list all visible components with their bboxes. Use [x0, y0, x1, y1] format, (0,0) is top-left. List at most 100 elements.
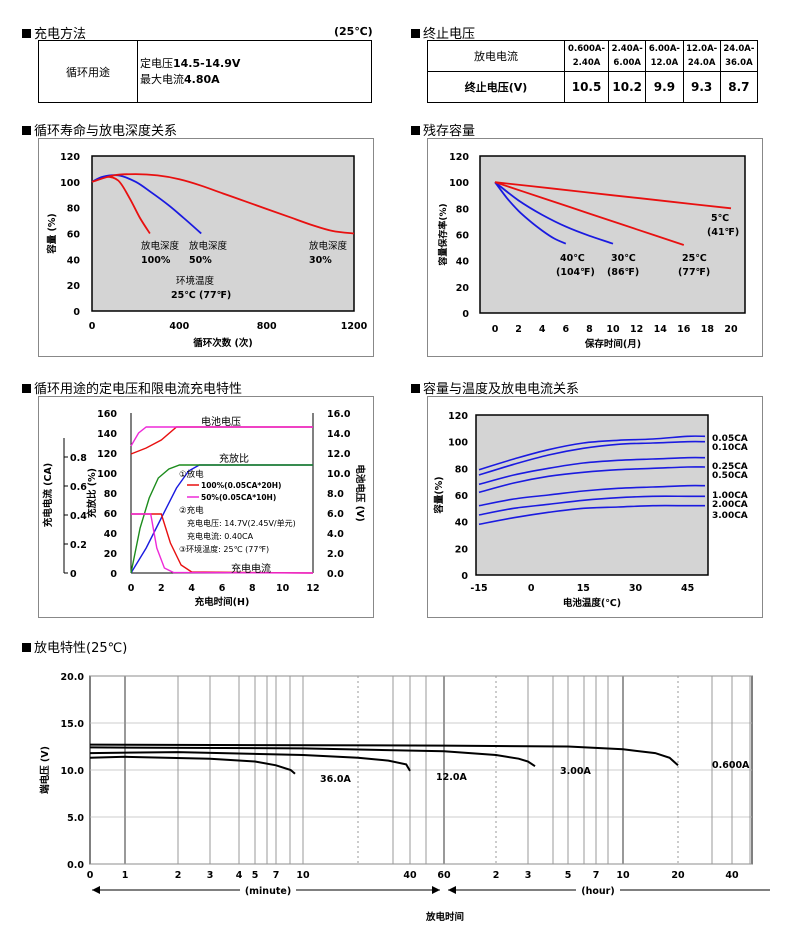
- series-line: [131, 513, 314, 574]
- ratio-curve-label: 充放比: [219, 452, 249, 465]
- arrow-left-icon: [92, 886, 100, 894]
- y-tick-label: 20: [104, 549, 118, 560]
- series-line: [89, 751, 411, 772]
- current-axis-label: 充电电流 (CA): [42, 463, 54, 527]
- x-tick-label: 0: [128, 583, 135, 594]
- unit-minute: (minute): [245, 886, 291, 897]
- x-tick-label: 30: [629, 583, 643, 594]
- y-axis-label: 充放比 (%): [86, 468, 98, 518]
- series-label: 25℃: [682, 253, 707, 264]
- charge-current-label: 最大电流: [140, 72, 184, 86]
- unit-bg: [240, 883, 296, 897]
- bullet-square-icon: [411, 126, 420, 135]
- y-tick-label: 60: [67, 230, 81, 241]
- y-tick-label: 0: [73, 307, 80, 318]
- y-tick-label: 120: [449, 152, 469, 163]
- series-line: [494, 181, 685, 246]
- x-tick-label-minute: 1: [122, 870, 129, 881]
- right-axis-label: 电池电压 (V): [354, 464, 366, 521]
- series-line: [130, 464, 313, 574]
- x-tick-label: 15: [577, 583, 590, 594]
- x-tick-label: 400: [169, 321, 189, 332]
- unit-bg: [576, 883, 620, 897]
- series-label: (104℉): [556, 267, 595, 278]
- x-tick-label: 20: [724, 324, 738, 335]
- y-tick-label: 160: [97, 409, 117, 420]
- series-label: 12.0A: [436, 772, 467, 783]
- x-tick-label-minute: 4: [236, 870, 243, 881]
- cutoff-voltage-value: 9.3: [682, 71, 721, 103]
- legend-charge: ②充电: [179, 505, 204, 516]
- cutoff-voltage-label: 终止电压(V): [427, 71, 565, 103]
- x-tick-label: 6: [562, 324, 569, 335]
- x-tick-label-minute: 10: [296, 870, 310, 881]
- cutoff-col-3: 6.00A- 12.0A: [645, 40, 684, 72]
- y-tick-label: 80: [67, 204, 81, 215]
- y-right-tick-label: 6.0: [327, 509, 344, 520]
- x-tick-label-minute: 40: [403, 870, 417, 881]
- x-tick-label: 4: [539, 324, 546, 335]
- section-cycle-life: 循环寿命与放电深度关系: [22, 120, 177, 139]
- series-label: (86℉): [607, 267, 639, 278]
- series-label: 放电深度: [141, 240, 180, 252]
- y-tick-label: 5.0: [67, 813, 84, 824]
- bullet-square-icon: [22, 29, 31, 38]
- y-tick-label: 40: [67, 255, 81, 266]
- y-tick-label: 100: [60, 178, 80, 189]
- y-tick-label: 15.0: [61, 719, 85, 730]
- y-tick-label: 0: [461, 571, 468, 582]
- y-tick-label: 0: [462, 309, 469, 320]
- charge-voltage-value: 14.5-14.9V: [173, 56, 241, 70]
- charge-spec-cell: 定电压14.5-14.9V 最大电流4.80A: [137, 40, 372, 103]
- cutoff-range-start: 12.0A-: [686, 44, 718, 54]
- y-tick-label: 100: [448, 438, 468, 449]
- bullet-square-icon: [22, 384, 31, 393]
- cutoff-table: 放电电流 0.600A- 2.40A 2.40A- 6.00A 6.00A- 12.0…: [427, 40, 759, 103]
- cycle-life-panel: 0 20 40 60 80 100 120 0 400 800 1200 循环次数 (次) 容量 (%)…: [38, 138, 374, 357]
- cutoff-current-label: 放电电流: [427, 40, 565, 72]
- capacity-temp-panel: 0 20 40 60 80 100 120 -15 0 15 30 45 电池温度(℃) 容量(%) 0.0…: [427, 396, 763, 618]
- y-axis-label: 容量保存率(%): [437, 203, 449, 266]
- x-tick-label: 0: [89, 321, 96, 332]
- x-tick-label-hour: 10: [616, 870, 630, 881]
- y-tick-label: 100: [97, 469, 117, 480]
- cutoff-range-end: 2.40A: [572, 58, 601, 68]
- cutoff-col-5: 24.0A- 36.0A: [719, 40, 759, 72]
- current-tick-label: 0: [70, 569, 77, 580]
- section-capacity-temp: 容量与温度及放电电流关系: [411, 378, 579, 397]
- series-label: 36.0A: [320, 774, 351, 785]
- x-tick-label: 14: [654, 324, 668, 335]
- current-tick-label: 0.4: [70, 511, 87, 522]
- y-right-tick-label: 14.0: [327, 429, 351, 440]
- residual-capacity-chart: 0 20 40 60 80 100 120 0 2 4 6 8 10 12 14 16 18 20 保存时间(月) 容…: [437, 152, 746, 350]
- x-tick-label-minute: 5: [252, 870, 259, 881]
- y-tick-label: 60: [104, 509, 118, 520]
- series-label: 1.00CA: [712, 491, 748, 501]
- cutoff-col-2: 2.40A- 6.00A: [608, 40, 647, 72]
- series-label: 0.10CA: [712, 443, 748, 453]
- cutoff-range-end: 36.0A: [725, 58, 753, 68]
- x-tick-label: 6: [219, 583, 226, 594]
- series-label: (41℉): [707, 227, 739, 238]
- series-line: [130, 426, 313, 447]
- y-tick-label: 40: [455, 518, 469, 529]
- x-tick-label: 1200: [341, 321, 368, 332]
- section-cycle-charge: 循环用途的定电压和限电流充电特性: [22, 378, 242, 397]
- y-tick-label: 0: [110, 569, 117, 580]
- x-tick-label-hour: 40: [725, 870, 739, 881]
- series-label: 放电深度: [309, 240, 348, 252]
- bullet-square-icon: [411, 29, 420, 38]
- x-tick-label-minute: 7: [273, 870, 280, 881]
- series-line: [478, 440, 706, 476]
- series-line: [478, 435, 706, 471]
- y-right-tick-label: 4.0: [327, 529, 344, 540]
- y-right-tick-label: 10.0: [327, 469, 351, 480]
- y-tick-label: 120: [448, 411, 468, 422]
- residual-panel: 0 20 40 60 80 100 120 0 2 4 6 8 10 12 14 16 18 20 保存时间(月) 容…: [427, 138, 763, 357]
- y-tick-label: 80: [456, 204, 470, 215]
- legend-charge-voltage: 充电电压: 14.7V(2.45V/单元): [187, 518, 296, 528]
- x-tick-label: 18: [701, 324, 715, 335]
- section-cutoff-voltage: 终止电压: [411, 23, 475, 42]
- cutoff-range-start: 0.600A-: [568, 44, 606, 54]
